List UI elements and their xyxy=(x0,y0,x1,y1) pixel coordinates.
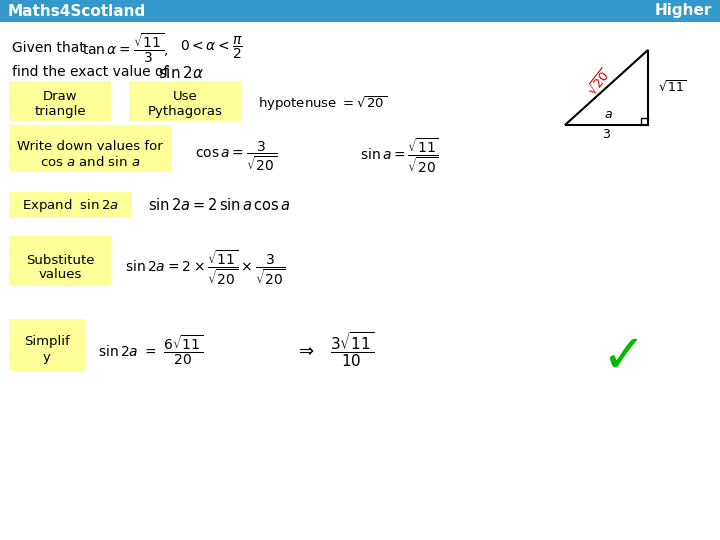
FancyBboxPatch shape xyxy=(9,319,85,371)
FancyBboxPatch shape xyxy=(9,192,131,218)
Text: values: values xyxy=(38,268,81,281)
Text: $\Rightarrow$: $\Rightarrow$ xyxy=(295,341,315,359)
Text: triangle: triangle xyxy=(34,105,86,118)
FancyBboxPatch shape xyxy=(9,236,111,286)
FancyBboxPatch shape xyxy=(9,81,111,121)
Text: $\sin 2\alpha$: $\sin 2\alpha$ xyxy=(158,65,204,81)
Text: Write down values for: Write down values for xyxy=(17,139,163,152)
Text: $\cos a = \dfrac{3}{\sqrt{20}}$: $\cos a = \dfrac{3}{\sqrt{20}}$ xyxy=(195,139,277,173)
Text: $\sin 2a\ =\ \dfrac{6\sqrt{11}}{20}$: $\sin 2a\ =\ \dfrac{6\sqrt{11}}{20}$ xyxy=(98,333,203,367)
Text: y: y xyxy=(43,352,51,365)
Text: $\sin 2a = 2\,\sin a\,\cos a$: $\sin 2a = 2\,\sin a\,\cos a$ xyxy=(148,197,291,213)
Text: Expand  $\sin 2a$: Expand $\sin 2a$ xyxy=(22,197,118,213)
Text: $\dfrac{3\sqrt{11}}{10}$: $\dfrac{3\sqrt{11}}{10}$ xyxy=(330,330,374,369)
Text: find the exact value of: find the exact value of xyxy=(12,65,168,79)
Text: Use: Use xyxy=(173,91,197,104)
Text: Higher: Higher xyxy=(654,3,712,18)
Text: $\sin 2a = 2\times\dfrac{\sqrt{11}}{\sqrt{20}}\times\dfrac{3}{\sqrt{20}}$: $\sin 2a = 2\times\dfrac{\sqrt{11}}{\sqr… xyxy=(125,249,286,287)
Text: Substitute: Substitute xyxy=(26,253,94,267)
Text: Maths4Scotland: Maths4Scotland xyxy=(8,3,146,18)
FancyBboxPatch shape xyxy=(9,125,171,171)
Text: hypotenuse $= \sqrt{20}$: hypotenuse $= \sqrt{20}$ xyxy=(258,94,387,113)
Text: $\sqrt{11}$: $\sqrt{11}$ xyxy=(658,79,687,94)
Text: $3$: $3$ xyxy=(601,127,611,140)
Text: Simplif: Simplif xyxy=(24,335,70,348)
Text: $\checkmark$: $\checkmark$ xyxy=(601,329,639,381)
Text: Pythagoras: Pythagoras xyxy=(148,105,222,118)
Text: $\sqrt{20}$: $\sqrt{20}$ xyxy=(585,66,615,98)
Text: $0 < \alpha < \dfrac{\pi}{2}$: $0 < \alpha < \dfrac{\pi}{2}$ xyxy=(180,35,243,61)
Text: Draw: Draw xyxy=(42,91,77,104)
Text: cos $a$ and sin $a$: cos $a$ and sin $a$ xyxy=(40,155,140,169)
FancyBboxPatch shape xyxy=(0,0,720,22)
FancyBboxPatch shape xyxy=(129,81,241,121)
Text: $a$: $a$ xyxy=(603,109,613,122)
Text: $\tan\alpha = \dfrac{\sqrt{11}}{3},$: $\tan\alpha = \dfrac{\sqrt{11}}{3},$ xyxy=(82,31,168,65)
Text: Given that: Given that xyxy=(12,41,85,55)
Text: $\sin a = \dfrac{\sqrt{11}}{\sqrt{20}}$: $\sin a = \dfrac{\sqrt{11}}{\sqrt{20}}$ xyxy=(360,137,438,175)
